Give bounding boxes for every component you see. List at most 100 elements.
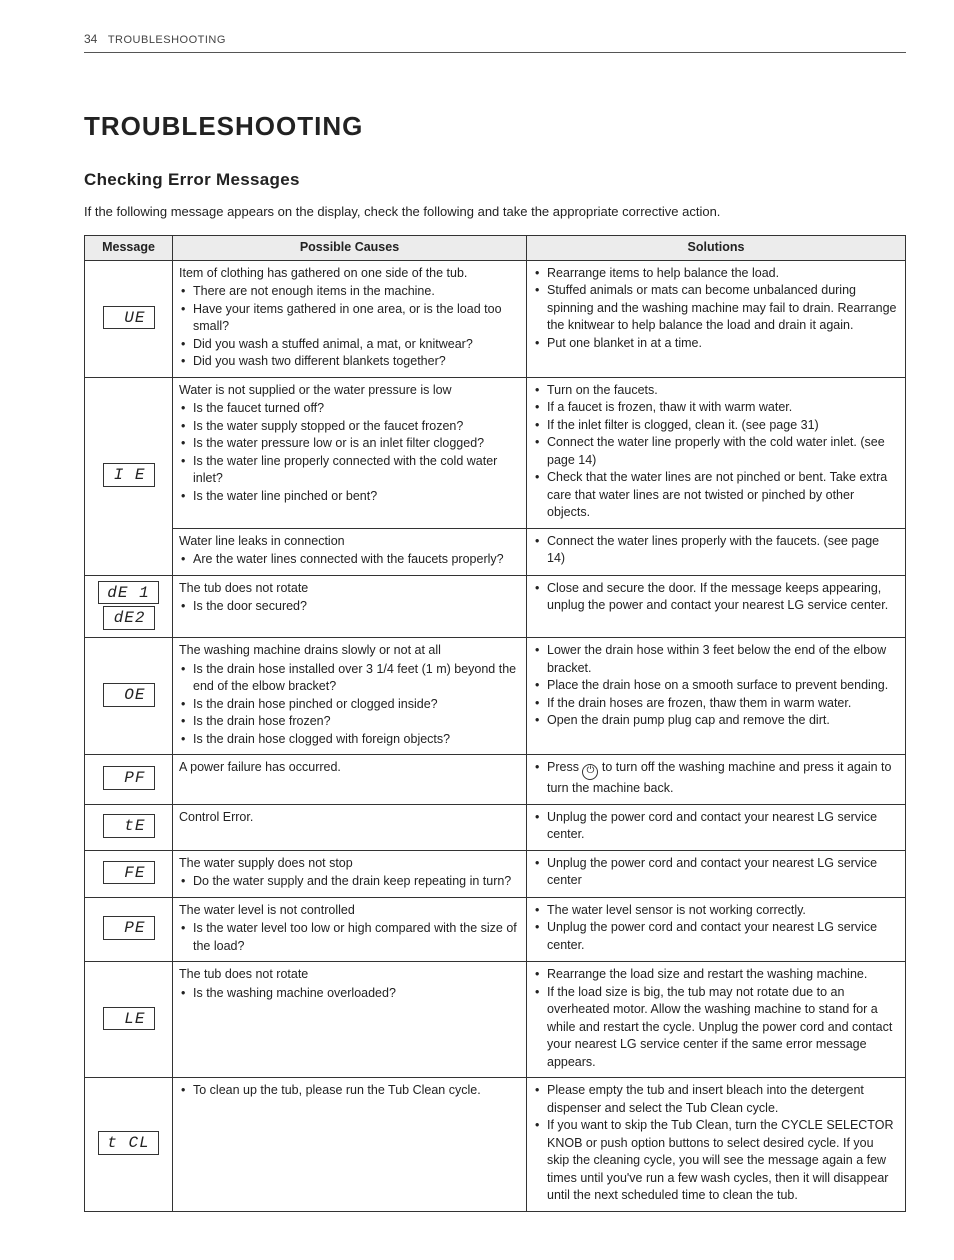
message-cell: OE xyxy=(85,638,173,755)
bullet-list: To clean up the tub, please run the Tub … xyxy=(179,1082,520,1100)
cause-cell: Water is not supplied or the water press… xyxy=(173,377,527,528)
bullet-item: There are not enough items in the machin… xyxy=(181,283,520,301)
bullet-list: Connect the water lines properly with th… xyxy=(533,533,899,568)
bullet-item: Is the drain hose clogged with foreign o… xyxy=(181,731,520,749)
error-code-box: t CL xyxy=(98,1131,158,1155)
solution-cell: Turn on the faucets.If a faucet is froze… xyxy=(527,377,906,528)
cause-lead: Item of clothing has gathered on one sid… xyxy=(179,265,520,283)
solution-cell: Connect the water lines properly with th… xyxy=(527,528,906,575)
cause-cell: A power failure has occurred. xyxy=(173,755,527,805)
bullet-item: Is the door secured? xyxy=(181,598,520,616)
solution-cell: Lower the drain hose within 3 feet below… xyxy=(527,638,906,755)
bullet-item: Did you wash two different blankets toge… xyxy=(181,353,520,371)
bullet-item: Is the water line properly connected wit… xyxy=(181,453,520,488)
bullet-list: Press ⏻ to turn off the washing machine … xyxy=(533,759,899,798)
message-cell: t CL xyxy=(85,1078,173,1212)
bullet-item: Is the drain hose frozen? xyxy=(181,713,520,731)
bullet-list: Lower the drain hose within 3 feet below… xyxy=(533,642,899,730)
error-code-box: UE xyxy=(103,306,155,330)
bullet-list: Turn on the faucets.If a faucet is froze… xyxy=(533,382,899,522)
bullet-list: Rearrange the load size and restart the … xyxy=(533,966,899,1071)
cause-cell: Water line leaks in connectionAre the wa… xyxy=(173,528,527,575)
message-cell: I E xyxy=(85,377,173,575)
cause-cell: The water supply does not stopDo the wat… xyxy=(173,850,527,897)
error-code-box: dE 1 xyxy=(98,581,158,605)
table-row: PEThe water level is not controlledIs th… xyxy=(85,897,906,962)
bullet-item: Do the water supply and the drain keep r… xyxy=(181,873,520,891)
bullet-item: If the drain hoses are frozen, thaw them… xyxy=(535,695,899,713)
message-cell: LE xyxy=(85,962,173,1078)
bullet-item: Is the faucet turned off? xyxy=(181,400,520,418)
bullet-item: Place the drain hose on a smooth surface… xyxy=(535,677,899,695)
table-row: dE 1dE2The tub does not rotateIs the doo… xyxy=(85,575,906,638)
table-row: LEThe tub does not rotateIs the washing … xyxy=(85,962,906,1078)
message-cell: tE xyxy=(85,804,173,850)
bullet-list: Is the faucet turned off?Is the water su… xyxy=(179,400,520,505)
bullet-list: Is the washing machine overloaded? xyxy=(179,985,520,1003)
bullet-item: Is the water supply stopped or the fauce… xyxy=(181,418,520,436)
bullet-list: Unplug the power cord and contact your n… xyxy=(533,809,899,844)
bullet-list: Rearrange items to help balance the load… xyxy=(533,265,899,353)
cause-cell: Item of clothing has gathered on one sid… xyxy=(173,260,527,377)
bullet-item: If the inlet filter is clogged, clean it… xyxy=(535,417,899,435)
error-code-box: I E xyxy=(103,463,155,487)
solution-cell: Unplug the power cord and contact your n… xyxy=(527,804,906,850)
cause-lead: The water supply does not stop xyxy=(179,855,520,873)
cause-lead: Water line leaks in connection xyxy=(179,533,520,551)
bullet-item: Is the water line pinched or bent? xyxy=(181,488,520,506)
bullet-item: Connect the water line properly with the… xyxy=(535,434,899,469)
bullet-item: Rearrange items to help balance the load… xyxy=(535,265,899,283)
col-header-message: Message xyxy=(85,236,173,261)
bullet-item: Check that the water lines are not pinch… xyxy=(535,469,899,522)
error-code-box: OE xyxy=(103,683,155,707)
bullet-item: Stuffed animals or mats can become unbal… xyxy=(535,282,899,335)
bullet-item: Close and secure the door. If the messag… xyxy=(535,580,899,615)
bullet-item: Is the water pressure low or is an inlet… xyxy=(181,435,520,453)
bullet-list: The water level sensor is not working co… xyxy=(533,902,899,955)
table-row: UE Item of clothing has gathered on one s… xyxy=(85,260,906,377)
bullet-item: Rearrange the load size and restart the … xyxy=(535,966,899,984)
bullet-item: Have your items gathered in one area, or… xyxy=(181,301,520,336)
error-code-box: tE xyxy=(103,814,155,838)
bullet-item: Press ⏻ to turn off the washing machine … xyxy=(535,759,899,798)
bullet-item: Is the drain hose installed over 3 1/4 f… xyxy=(181,661,520,696)
manual-page: 34 TROUBLESHOOTING TROUBLESHOOTING Check… xyxy=(0,0,954,1260)
message-cell: dE 1dE2 xyxy=(85,575,173,638)
solution-cell: Press ⏻ to turn off the washing machine … xyxy=(527,755,906,805)
error-code-box: FE xyxy=(103,861,155,885)
solution-cell: Unplug the power cord and contact your n… xyxy=(527,850,906,897)
cause-lead: The tub does not rotate xyxy=(179,966,520,984)
page-title: TROUBLESHOOTING xyxy=(84,111,906,142)
bullet-list: Is the door secured? xyxy=(179,598,520,616)
bullet-list: Unplug the power cord and contact your n… xyxy=(533,855,899,890)
bullet-item: The water level sensor is not working co… xyxy=(535,902,899,920)
solution-cell: The water level sensor is not working co… xyxy=(527,897,906,962)
col-header-solutions: Solutions xyxy=(527,236,906,261)
solution-cell: Rearrange items to help balance the load… xyxy=(527,260,906,377)
intro-text: If the following message appears on the … xyxy=(84,204,906,219)
bullet-item: Unplug the power cord and contact your n… xyxy=(535,919,899,954)
bullet-list: There are not enough items in the machin… xyxy=(179,283,520,371)
error-code-box: dE2 xyxy=(103,606,155,630)
cause-cell: To clean up the tub, please run the Tub … xyxy=(173,1078,527,1212)
solution-cell: Close and secure the door. If the messag… xyxy=(527,575,906,638)
power-icon: ⏻ xyxy=(582,764,598,780)
bullet-item: Unplug the power cord and contact your n… xyxy=(535,809,899,844)
table-row: Water line leaks in connectionAre the wa… xyxy=(85,528,906,575)
table-body: UE Item of clothing has gathered on one s… xyxy=(85,260,906,1211)
bullet-item: Did you wash a stuffed animal, a mat, or… xyxy=(181,336,520,354)
bullet-list: Please empty the tub and insert bleach i… xyxy=(533,1082,899,1205)
error-code-box: PF xyxy=(103,766,155,790)
bullet-item: Put one blanket in at a time. xyxy=(535,335,899,353)
cause-cell: The tub does not rotateIs the washing ma… xyxy=(173,962,527,1078)
bullet-list: Do the water supply and the drain keep r… xyxy=(179,873,520,891)
table-row: OEThe washing machine drains slowly or n… xyxy=(85,638,906,755)
page-subtitle: Checking Error Messages xyxy=(84,170,906,190)
cause-lead: Water is not supplied or the water press… xyxy=(179,382,520,400)
cause-cell: The tub does not rotateIs the door secur… xyxy=(173,575,527,638)
error-code-box: PE xyxy=(103,916,155,940)
col-header-causes: Possible Causes xyxy=(173,236,527,261)
error-messages-table: Message Possible Causes Solutions UE Item… xyxy=(84,235,906,1212)
page-header: 34 TROUBLESHOOTING xyxy=(84,30,906,53)
bullet-item: Are the water lines connected with the f… xyxy=(181,551,520,569)
